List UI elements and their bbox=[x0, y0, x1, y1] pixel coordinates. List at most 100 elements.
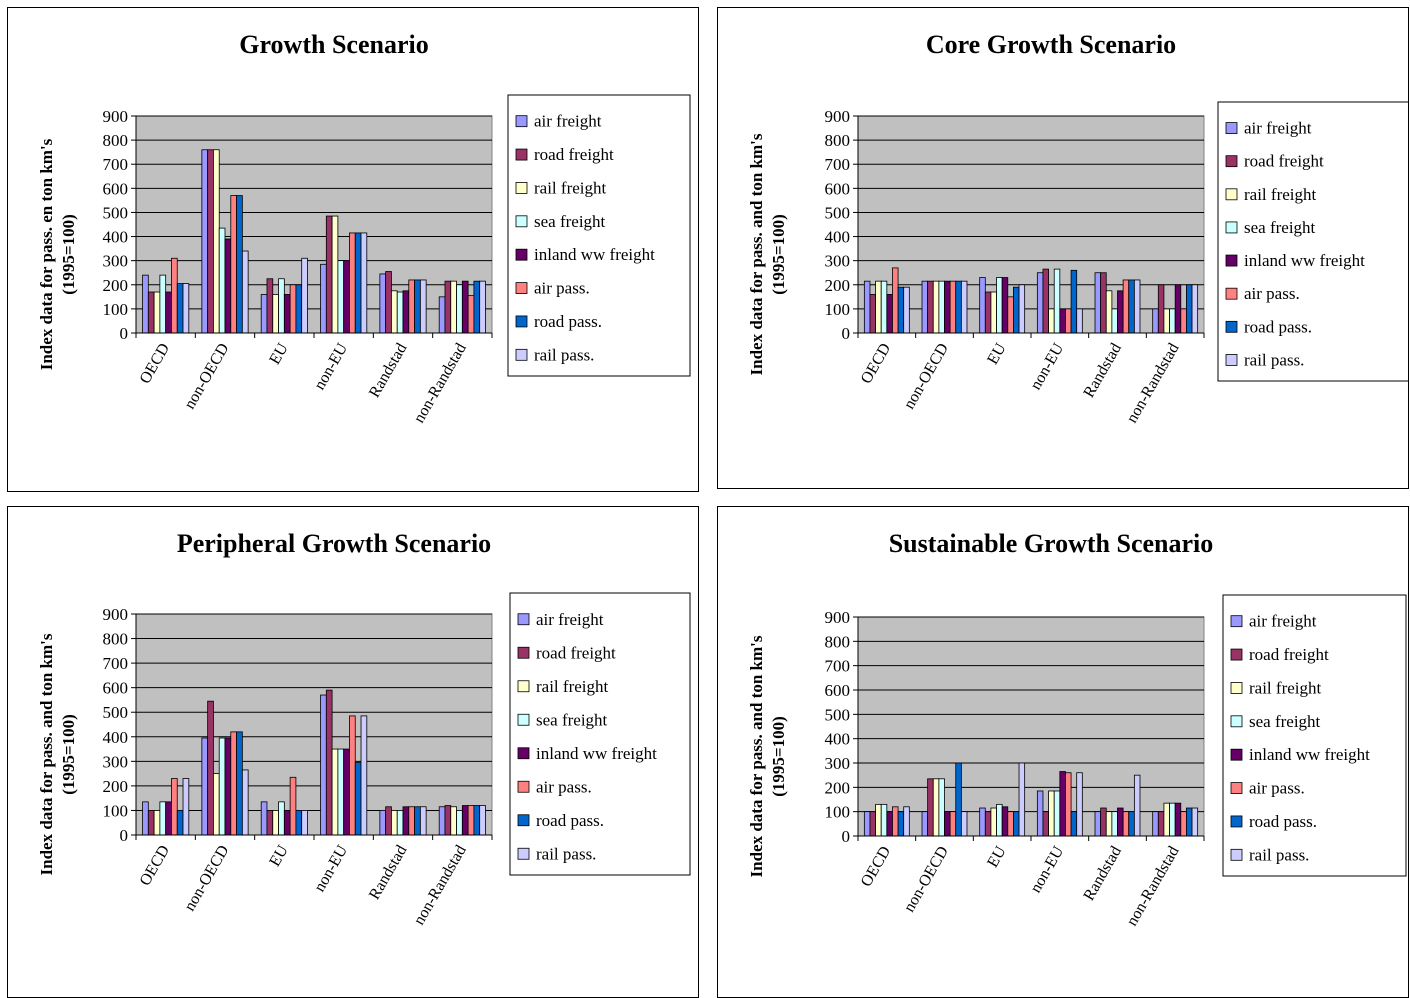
x-category-label: non-Randstad bbox=[411, 341, 470, 426]
legend-label: air freight bbox=[1244, 119, 1312, 138]
legend-swatch bbox=[1230, 715, 1243, 728]
bar bbox=[147, 810, 155, 836]
x-category-label: non-Randstad bbox=[1123, 341, 1182, 426]
x-category-label: Randstad bbox=[366, 341, 410, 401]
bar bbox=[289, 776, 297, 836]
x-category-label: non-OECD bbox=[901, 341, 952, 413]
bar bbox=[438, 296, 446, 334]
bar bbox=[402, 806, 410, 836]
x-category-label: OECD bbox=[858, 844, 895, 890]
bar bbox=[1100, 272, 1107, 334]
legend-swatch bbox=[1230, 848, 1243, 861]
bar bbox=[360, 232, 368, 334]
bar bbox=[1100, 807, 1107, 837]
bar bbox=[272, 810, 279, 836]
chart-panel-growth: Growth Scenario 0 100 200 300 400 500 600 700 800… bbox=[7, 7, 699, 492]
legend-label: air freight bbox=[1249, 612, 1317, 631]
bar bbox=[360, 715, 368, 836]
bar bbox=[349, 715, 356, 836]
y-axis-label: (1995=100) bbox=[59, 214, 78, 295]
bar bbox=[450, 280, 457, 334]
bar bbox=[897, 286, 905, 334]
bar bbox=[886, 294, 893, 334]
y-tick-label: 600 bbox=[103, 679, 129, 698]
y-tick-label: 900 bbox=[103, 605, 129, 624]
bar bbox=[1065, 772, 1072, 837]
bar bbox=[886, 811, 893, 837]
x-category-label: Randstad bbox=[366, 843, 410, 903]
x-category-label: non-Randstad bbox=[1123, 844, 1182, 929]
legend-swatch bbox=[1230, 782, 1243, 794]
legend-label: rail freight bbox=[536, 677, 608, 696]
bar bbox=[1065, 308, 1072, 334]
legend-swatch bbox=[1225, 320, 1238, 333]
y-tick-label: 700 bbox=[825, 657, 851, 676]
bar bbox=[354, 232, 362, 334]
bar bbox=[1070, 269, 1078, 334]
bar bbox=[897, 811, 905, 837]
bar bbox=[159, 801, 167, 836]
bar bbox=[1070, 811, 1078, 837]
y-tick-label: 900 bbox=[825, 107, 851, 126]
bar bbox=[213, 773, 220, 836]
y-tick-label: 100 bbox=[825, 300, 851, 319]
bar bbox=[892, 806, 899, 837]
bar bbox=[1117, 807, 1124, 837]
bar bbox=[182, 283, 190, 334]
bar bbox=[230, 195, 237, 334]
bar bbox=[396, 291, 404, 334]
x-category-label: non-OECD bbox=[181, 843, 232, 915]
bar bbox=[260, 294, 268, 334]
bar bbox=[142, 274, 149, 334]
bar bbox=[990, 807, 997, 837]
y-tick-label: 200 bbox=[103, 777, 129, 796]
bar bbox=[1157, 811, 1165, 837]
x-category-label: non-OECD bbox=[181, 341, 232, 413]
bar bbox=[408, 806, 415, 836]
x-category-label: EU bbox=[266, 842, 292, 869]
x-category-label: OECD bbox=[137, 341, 174, 387]
y-axis-label: Index data for pass. en ton km's bbox=[37, 138, 56, 370]
bar bbox=[260, 801, 268, 836]
legend-label: inland ww freight bbox=[536, 744, 657, 763]
bar bbox=[863, 280, 871, 334]
y-tick-label: 200 bbox=[103, 276, 129, 295]
bar bbox=[1042, 811, 1049, 837]
bar bbox=[224, 238, 232, 334]
y-tick-label: 500 bbox=[103, 703, 129, 722]
legend-swatch bbox=[1225, 221, 1238, 234]
bar bbox=[176, 810, 184, 836]
bar bbox=[1013, 811, 1020, 837]
bar bbox=[266, 810, 274, 836]
legend-swatch bbox=[517, 780, 530, 793]
chart-panel-peripheral-growth: Peripheral Growth Scenario 0 100 200 300 400 5… bbox=[7, 506, 699, 998]
y-tick-label: 300 bbox=[103, 752, 129, 771]
y-tick-label: 400 bbox=[103, 728, 129, 747]
bar bbox=[153, 291, 161, 334]
bar bbox=[444, 280, 452, 334]
bar bbox=[213, 149, 220, 334]
bar bbox=[869, 811, 876, 837]
y-tick-label: 0 bbox=[842, 827, 851, 846]
bar bbox=[473, 805, 481, 836]
legend-swatch bbox=[517, 713, 530, 726]
bar bbox=[1053, 790, 1061, 837]
bar bbox=[1076, 772, 1083, 837]
y-tick-label: 100 bbox=[103, 300, 129, 319]
bar bbox=[1186, 284, 1193, 334]
legend-label: rail freight bbox=[534, 178, 606, 197]
bar bbox=[450, 806, 457, 836]
bar bbox=[979, 807, 986, 837]
bar bbox=[1036, 790, 1044, 837]
plot-area bbox=[135, 613, 493, 836]
bar bbox=[944, 811, 951, 837]
bar bbox=[1117, 290, 1124, 334]
legend-swatch bbox=[515, 248, 528, 261]
bar bbox=[1036, 272, 1044, 334]
y-tick-label: 300 bbox=[825, 252, 851, 271]
legend-label: rail pass. bbox=[1244, 350, 1304, 369]
legend-label: inland ww freight bbox=[1249, 745, 1370, 764]
bar bbox=[903, 806, 910, 837]
y-tick-label: 700 bbox=[103, 155, 129, 174]
bar bbox=[402, 290, 410, 334]
